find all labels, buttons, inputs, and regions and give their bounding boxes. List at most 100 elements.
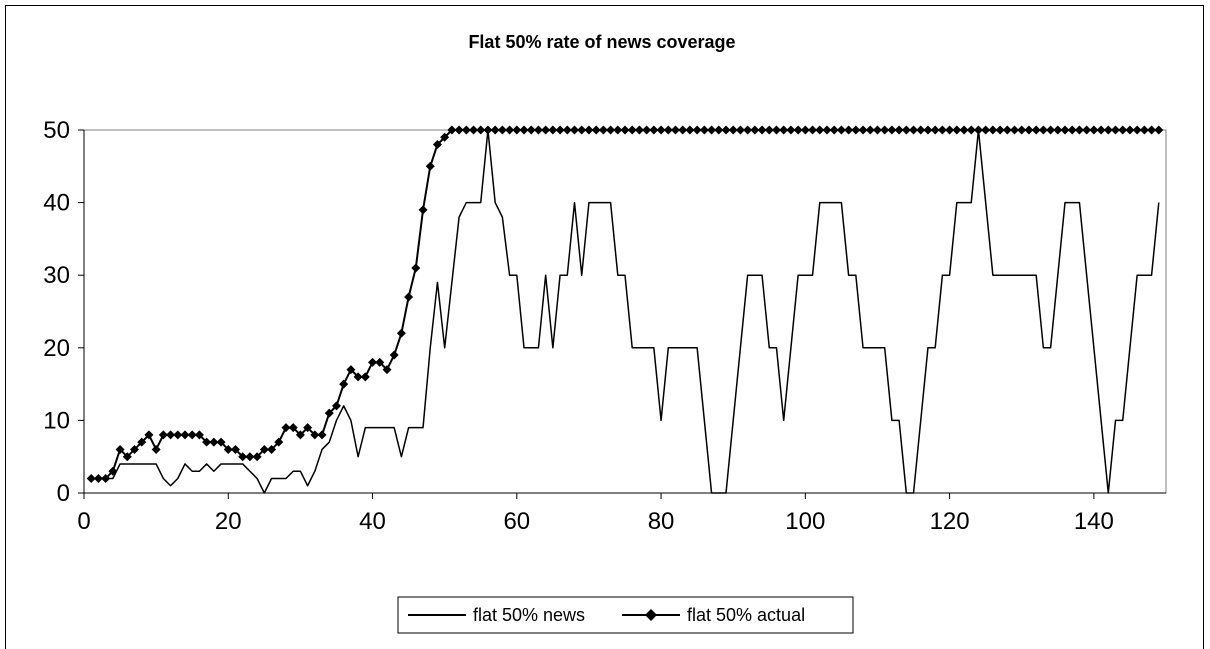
data-point-actual <box>108 466 118 476</box>
data-point-actual <box>497 125 507 135</box>
data-point-actual <box>678 125 688 135</box>
data-point-actual <box>793 125 803 135</box>
data-point-actual <box>930 125 940 135</box>
data-point-actual <box>1089 125 1099 135</box>
data-point-actual <box>483 125 493 135</box>
data-point-actual <box>1096 125 1106 135</box>
data-point-actual <box>562 125 572 135</box>
data-point-actual <box>411 263 421 273</box>
data-point-actual <box>238 452 248 462</box>
data-point-actual <box>880 125 890 135</box>
data-point-actual <box>613 125 623 135</box>
data-point-actual <box>425 161 435 171</box>
data-point-actual <box>800 125 810 135</box>
data-point-actual <box>1010 125 1020 135</box>
data-point-actual <box>526 125 536 135</box>
data-point-actual <box>627 125 637 135</box>
series-layer <box>86 125 1164 494</box>
data-point-actual <box>750 125 760 135</box>
data-point-actual <box>973 125 983 135</box>
data-point-actual <box>1031 125 1041 135</box>
legend: flat 50% news flat 50% actual <box>397 596 854 634</box>
data-point-actual <box>533 125 543 135</box>
data-point-actual <box>93 473 103 483</box>
data-point-actual <box>620 125 630 135</box>
data-point-actual <box>245 452 255 462</box>
data-point-actual <box>144 430 154 440</box>
data-point-actual <box>209 437 219 447</box>
data-point-actual <box>743 125 753 135</box>
data-point-actual <box>584 125 594 135</box>
data-point-actual <box>418 205 428 215</box>
x-tick-label: 80 <box>648 508 675 535</box>
data-point-actual <box>1154 125 1164 135</box>
data-point-actual <box>267 444 277 454</box>
data-point-actual <box>923 125 933 135</box>
data-point-actual <box>187 430 197 440</box>
y-tick-label: 20 <box>43 335 70 362</box>
data-point-actual <box>1024 125 1034 135</box>
y-tick-label: 30 <box>43 262 70 289</box>
data-point-actual <box>779 125 789 135</box>
data-point-actual <box>1118 125 1128 135</box>
data-point-actual <box>815 125 825 135</box>
legend-label-actual: flat 50% actual <box>687 605 805 625</box>
data-point-actual <box>714 125 724 135</box>
data-point-actual <box>432 140 442 150</box>
data-point-actual <box>606 125 616 135</box>
data-point-actual <box>216 437 226 447</box>
x-tick-label: 0 <box>77 508 90 535</box>
data-point-actual <box>173 430 183 440</box>
data-point-actual <box>945 125 955 135</box>
data-point-actual <box>180 430 190 440</box>
data-point-actual <box>1053 125 1063 135</box>
plot-area <box>83 129 1167 494</box>
data-point-actual <box>555 125 565 135</box>
data-point-actual <box>764 125 774 135</box>
data-point-actual <box>642 125 652 135</box>
data-point-actual <box>901 125 911 135</box>
data-point-actual <box>822 125 832 135</box>
data-point-actual <box>757 125 767 135</box>
data-point-actual <box>959 125 969 135</box>
x-tick-label: 40 <box>359 508 386 535</box>
data-point-actual <box>202 437 212 447</box>
data-point-actual <box>699 125 709 135</box>
data-point-actual <box>598 125 608 135</box>
data-point-actual <box>995 125 1005 135</box>
data-point-actual <box>1074 125 1084 135</box>
data-point-actual <box>591 125 601 135</box>
data-point-actual <box>829 125 839 135</box>
data-point-actual <box>194 430 204 440</box>
data-point-actual <box>519 125 529 135</box>
data-point-actual <box>1132 125 1142 135</box>
data-point-actual <box>808 125 818 135</box>
data-point-actual <box>115 444 125 454</box>
chart-container <box>5 5 1204 649</box>
data-point-actual <box>670 125 680 135</box>
data-point-actual <box>872 125 882 135</box>
data-point-actual <box>916 125 926 135</box>
data-point-actual <box>281 423 291 433</box>
data-point-actual <box>966 125 976 135</box>
data-point-actual <box>721 125 731 135</box>
x-tick-label: 20 <box>215 508 242 535</box>
data-point-actual <box>476 125 486 135</box>
data-point-actual <box>137 437 147 447</box>
data-point-actual <box>490 125 500 135</box>
x-tick-label: 140 <box>1074 508 1114 535</box>
data-point-actual <box>1125 125 1135 135</box>
data-point-actual <box>151 444 161 454</box>
data-point-actual <box>512 125 522 135</box>
data-point-actual <box>577 125 587 135</box>
data-point-actual <box>1147 125 1157 135</box>
data-point-actual <box>570 125 580 135</box>
y-tick-label: 50 <box>43 117 70 144</box>
data-point-actual <box>771 125 781 135</box>
data-point-actual <box>382 365 392 375</box>
axes: 0 10 20 30 40 50 0 20 40 60 80 100 120 140 <box>43 117 1166 535</box>
data-point-actual <box>851 125 861 135</box>
data-point-actual <box>166 430 176 440</box>
data-point-actual <box>1002 125 1012 135</box>
data-point-actual <box>353 372 363 382</box>
